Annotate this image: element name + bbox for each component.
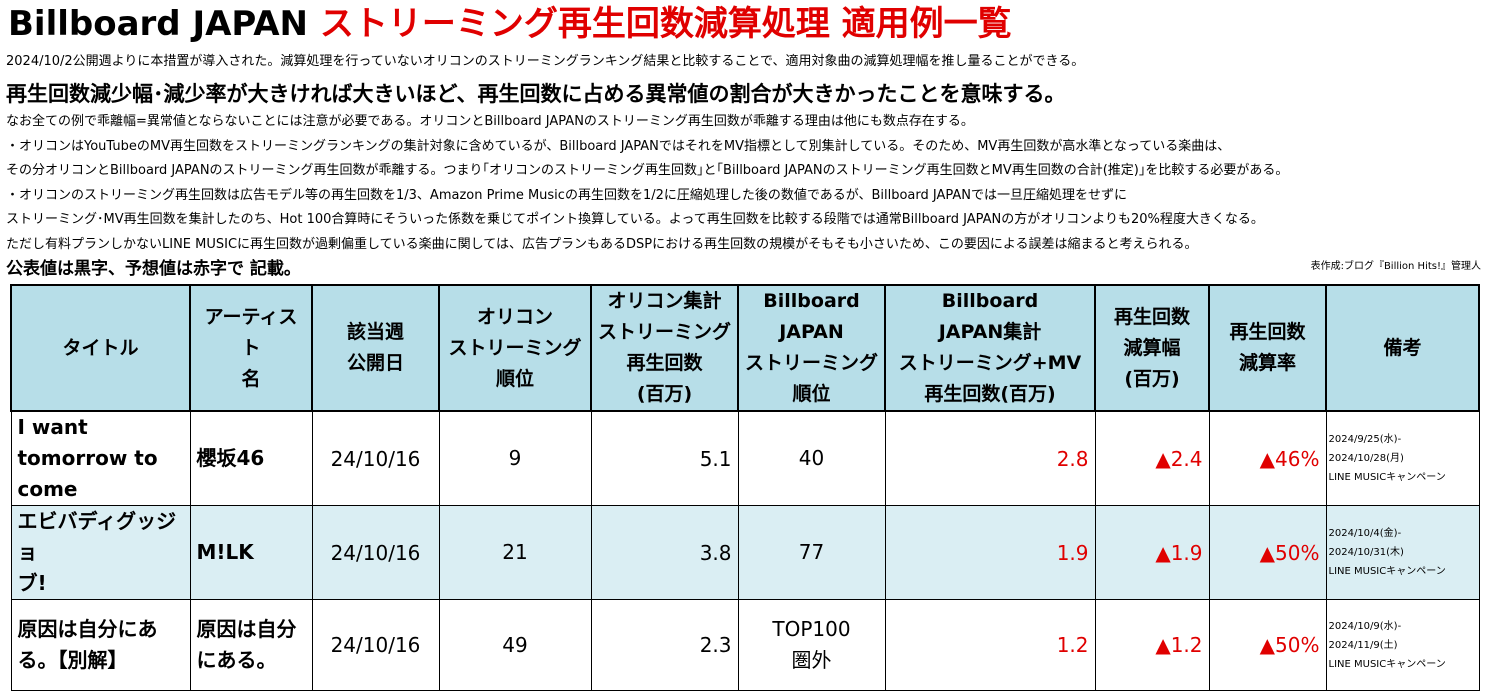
note-line: なお全ての例で乖離幅=異常値とならないことには注意が必要である。オリコンとBil… [6,114,974,129]
cell-date: 24/10/16 [311,599,440,691]
lead-text: 2024/10/2公開週よりに本措置が導入された。減算処理を行っていないオリコン… [6,54,1085,69]
notes-block: なお全ての例で乖離幅=異常値とならないことには注意が必要である。オリコンとBil… [6,111,1288,259]
title-brand: Billboard JAPAN [8,4,308,44]
cell-title: 原因は自分にあ る。【別解】 [10,599,191,691]
col-header-note: 備考 [1325,284,1480,412]
note-line: ストリーミング･MV再生回数を集計したのち、Hot 100合算時にそういった係数… [6,212,1264,228]
col-header-bb-rank: Billboard JAPAN ストリーミング 順位 [737,284,886,412]
cell-artist: 櫻坂46 [189,410,313,506]
cell-reduction: ▲2.4 [1094,410,1210,506]
cell-bb-rank: TOP100 圏外 [737,599,886,691]
credit-text: 表作成:ブログ『Billion Hits!』管理人 [1310,261,1481,272]
cell-bb-plays: 1.2 [884,599,1096,691]
headline-text: 再生回数減少幅･減少率が大きければ大きいほど、再生回数に占める異常値の割合が大き… [6,82,1066,106]
cell-note: 2024/10/9(水)- 2024/11/9(土) LINE MUSICキャン… [1325,599,1480,691]
col-header-title: タイトル [10,284,191,412]
note-line: ただし有料プランしかないLINE MUSICに再生回数が過剰偏重している楽曲に関… [6,236,1198,252]
cell-oricon-plays: 2.3 [590,599,739,691]
cell-bb-plays: 1.9 [884,505,1096,600]
note-line: その分オリコンとBillboard JAPANのストリーミング再生回数が乖離する… [6,163,1289,179]
col-header-oricon-rank: オリコン ストリーミング 順位 [438,284,592,412]
col-header-bb-plays: Billboard JAPAN集計 ストリーミング+MV 再生回数(百万) [884,284,1096,412]
col-header-date: 該当週 公開日 [311,284,440,412]
reduction-table: タイトル アーティスト 名 該当週 公開日 オリコン ストリーミング 順位 オリ… [10,284,1480,691]
cell-oricon-plays: 3.8 [590,505,739,600]
cell-note: 2024/10/4(金)- 2024/10/31(木) LINE MUSICキャ… [1325,505,1480,600]
col-header-oricon-plays: オリコン集計 ストリーミング 再生回数 (百万) [590,284,739,412]
cell-note: 2024/9/25(水)- 2024/10/28(月) LINE MUSICキャ… [1325,410,1480,506]
table-row: エビバディグッジョ ブ! M!LK 24/10/16 21 3.8 77 1.9… [10,505,1480,600]
note-line: ・オリコンはYouTubeのMV再生回数をストリーミングランキングの集計対象に含… [6,138,1231,154]
col-header-artist: アーティスト 名 [189,284,313,412]
col-header-reduction: 再生回数 減算幅 (百万) [1094,284,1210,412]
cell-rate: ▲50% [1208,599,1327,691]
table-row: I want tomorrow to come 櫻坂46 24/10/16 9 … [10,410,1480,506]
cell-oricon-rank: 49 [438,599,592,691]
cell-artist: M!LK [189,505,313,600]
cell-date: 24/10/16 [311,410,440,506]
cell-bb-rank: 77 [737,505,886,600]
table-header-row: タイトル アーティスト 名 該当週 公開日 オリコン ストリーミング 順位 オリ… [10,284,1480,412]
cell-artist: 原因は自分 にある。 [189,599,313,691]
note-line: ・オリコンのストリーミング再生回数は広告モデル等の再生回数を1/3、Amazon… [6,187,1128,203]
cell-rate: ▲50% [1208,505,1327,600]
cell-oricon-rank: 9 [438,410,592,506]
cell-bb-plays: 2.8 [884,410,1096,506]
col-header-rate: 再生回数 減算率 [1208,284,1327,412]
cell-bb-rank: 40 [737,410,886,506]
cell-title: I want tomorrow to come [10,410,191,506]
title-subject: ストリーミング再生回数減算処理 適用例一覧 [319,4,1012,44]
cell-rate: ▲46% [1208,410,1327,506]
cell-title: エビバディグッジョ ブ! [10,505,191,600]
cell-oricon-rank: 21 [438,505,592,600]
page-title: Billboard JAPAN ストリーミング再生回数減算処理 適用例一覧 [8,2,1012,46]
cell-reduction: ▲1.2 [1094,599,1210,691]
table-row: 原因は自分にあ る。【別解】 原因は自分 にある。 24/10/16 49 2.… [10,599,1480,691]
cell-date: 24/10/16 [311,505,440,600]
legend-text: 公表値は黒字、予想値は赤字で 記載。 [6,259,301,279]
cell-reduction: ▲1.9 [1094,505,1210,600]
cell-oricon-plays: 5.1 [590,410,739,506]
